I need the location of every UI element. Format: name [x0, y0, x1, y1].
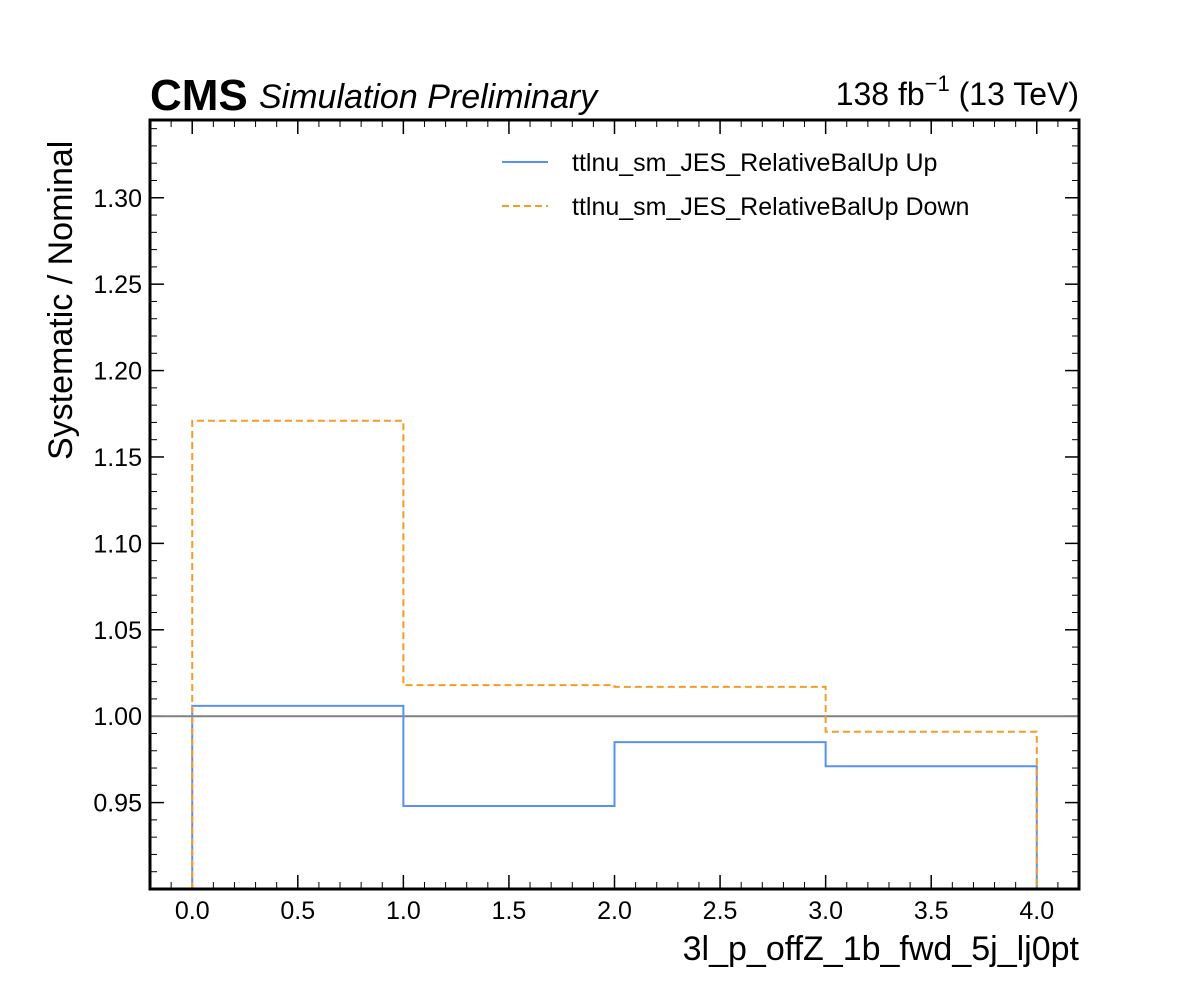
x-tick-label: 0.5 — [280, 897, 315, 925]
x-tick-label: 2.5 — [703, 897, 738, 925]
x-tick-label: 4.0 — [1019, 897, 1054, 925]
y-tick-label: 1.10 — [93, 530, 142, 558]
legend-label: ttlnu_sm_JES_RelativeBalUp Up — [572, 149, 937, 177]
legend-label: ttlnu_sm_JES_RelativeBalUp Down — [572, 193, 969, 221]
x-tick-label: 1.0 — [386, 897, 421, 925]
y-tick-label: 1.00 — [93, 703, 142, 731]
x-tick-label: 0.0 — [175, 897, 210, 925]
y-tick-label: 1.05 — [93, 617, 142, 645]
axis-ticks: 0.0 0.5 1.0 1.5 2.0 2.5 3.0 3.5 4.0 0.95 1.00 1.05 1… — [93, 120, 1080, 925]
x-tick-label: 2.0 — [597, 897, 632, 925]
luminosity-label: 138 fb−1 (13 TeV) — [836, 71, 1079, 112]
y-tick-label: 1.30 — [93, 185, 142, 213]
experiment-label: CMS — [150, 71, 248, 120]
x-tick-label: 3.0 — [808, 897, 843, 925]
plot-frame — [148, 118, 1081, 891]
series-step-line — [191, 704, 1038, 889]
x-tick-label: 1.5 — [492, 897, 527, 925]
y-axis-title: Systematic / Nominal — [42, 141, 80, 460]
series-lines — [150, 419, 1079, 889]
x-axis-title: 3l_p_offZ_1b_fwd_5j_lj0pt — [683, 930, 1080, 968]
legend: ttlnu_sm_JES_RelativeBalUp Up ttlnu_sm_JE… — [502, 149, 969, 221]
y-tick-label: 1.25 — [93, 271, 142, 299]
y-tick-label: 1.20 — [93, 358, 142, 386]
status-label: Simulation Preliminary — [259, 78, 599, 116]
y-tick-label: 1.15 — [93, 444, 142, 472]
series-step-line — [191, 419, 1038, 889]
y-tick-label: 0.95 — [93, 790, 142, 818]
x-tick-label: 3.5 — [914, 897, 949, 925]
